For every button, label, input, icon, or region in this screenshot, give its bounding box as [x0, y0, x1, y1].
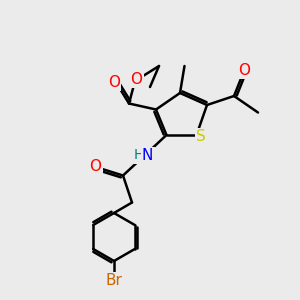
Text: O: O	[108, 75, 120, 90]
Text: H: H	[134, 148, 144, 162]
Text: O: O	[238, 63, 250, 78]
Text: N: N	[142, 148, 153, 163]
Text: O: O	[89, 159, 101, 174]
Text: Br: Br	[106, 273, 122, 288]
Text: O: O	[130, 72, 142, 87]
Text: S: S	[196, 129, 206, 144]
